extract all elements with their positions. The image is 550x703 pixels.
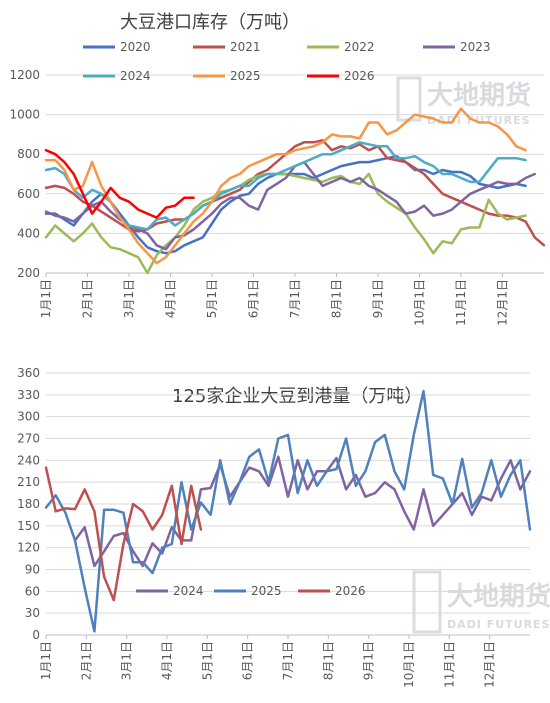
series-line-2022 (44, 172, 527, 275)
x-tick-label: 9月1日 (371, 279, 385, 318)
chart-title: 125家企业大豆到港量（万吨） (172, 386, 422, 407)
watermark: 大地期货 DADI FUTURES (412, 570, 550, 634)
y-tick-label: 120 (17, 541, 40, 555)
legend-label-2023: 2023 (460, 40, 491, 54)
legend-label-2025: 2025 (251, 584, 282, 598)
legend: 2020 2021 2022 2023 2024 2025 2026 (83, 40, 491, 83)
legend-label-2020: 2020 (120, 40, 151, 54)
x-tick-label: 11月1日 (454, 279, 468, 326)
y-tick-label: 400 (17, 226, 40, 240)
x-tick-label: 5月1日 (200, 641, 214, 680)
y-tick-label: 1000 (9, 108, 40, 122)
x-tick-label: 7月1日 (281, 641, 295, 680)
x-tick-label: 6月1日 (247, 279, 261, 318)
y-tick-label: 600 (17, 187, 40, 201)
y-tick-label: 240 (17, 453, 40, 467)
y-tick-label: 30 (25, 606, 40, 620)
chart-title: 大豆港口库存（万吨） (120, 12, 300, 33)
series-line-2025 (44, 107, 527, 265)
watermark: 大地期货 DADI FUTURES (396, 76, 531, 127)
x-tick-label: 7月1日 (288, 279, 302, 318)
watermark-text-en: DADI FUTURES (447, 618, 550, 631)
y-tick-label: 200 (17, 266, 40, 280)
x-tick-label: 9月1日 (362, 641, 376, 680)
series-line-2021 (44, 139, 546, 247)
y-tick-label: 90 (25, 563, 40, 577)
legend-label-2025: 2025 (230, 69, 261, 83)
y-tick-label: 800 (17, 147, 40, 161)
legend-label-2022: 2022 (344, 40, 375, 54)
series-line-2024 (44, 141, 527, 231)
x-tick-label: 1月1日 (39, 641, 53, 680)
y-tick-label: 60 (25, 584, 40, 598)
x-tick-label: 10月1日 (402, 641, 416, 688)
x-tick-label: 2月1日 (79, 641, 93, 680)
x-tick-label: 10月1日 (413, 279, 427, 326)
legend-label-2026: 2026 (344, 69, 375, 83)
watermark-text-en: DADI FUTURES (427, 114, 531, 127)
y-tick-label: 360 (17, 366, 40, 380)
x-tick-label: 5月1日 (205, 279, 219, 318)
x-tick-label: 11月1日 (442, 641, 456, 688)
y-tick-label: 330 (17, 388, 40, 402)
legend-label-2021: 2021 (230, 40, 261, 54)
x-tick-label: 4月1日 (160, 641, 174, 680)
x-tick-label: 1月1日 (39, 279, 53, 318)
chart-port-inventory: 大地期货 DADI FUTURES 大豆港口库存（万吨） 200 400 600 80… (9, 12, 546, 326)
x-tick-label: 12月1日 (483, 641, 497, 688)
y-tick-label: 1200 (9, 68, 40, 82)
series-line-2026 (44, 466, 203, 602)
x-tick-label: 3月1日 (120, 641, 134, 680)
x-tick-label: 3月1日 (122, 279, 136, 318)
series-line-2026 (44, 148, 195, 219)
x-tick-label: 2月1日 (81, 279, 95, 318)
x-tick-label: 8月1日 (321, 641, 335, 680)
y-tick-label: 270 (17, 432, 40, 446)
y-tick-label: 180 (17, 497, 40, 511)
watermark-logo-icon (412, 570, 442, 634)
legend-label-2024: 2024 (120, 69, 151, 83)
x-tick-label: 12月1日 (496, 279, 510, 326)
legend-label-2024: 2024 (173, 584, 204, 598)
watermark-text: 大地期货 (447, 581, 550, 612)
x-tick-label: 4月1日 (164, 279, 178, 318)
watermark-text: 大地期货 (427, 80, 531, 111)
x-tick-label: 8月1日 (330, 279, 344, 318)
y-tick-label: 0 (32, 628, 40, 642)
legend-label-2026: 2026 (335, 584, 366, 598)
y-tick-label: 210 (17, 475, 40, 489)
y-tick-label: 150 (17, 519, 40, 533)
chart-soybean-arrivals: 大地期货 DADI FUTURES 125家企业大豆到港量（万吨） 0 30 60 9… (17, 366, 550, 688)
x-tick-label: 6月1日 (241, 641, 255, 680)
y-tick-label: 300 (17, 410, 40, 424)
legend: 2024 2025 2026 (136, 584, 366, 598)
watermark-logo-icon (396, 76, 422, 122)
